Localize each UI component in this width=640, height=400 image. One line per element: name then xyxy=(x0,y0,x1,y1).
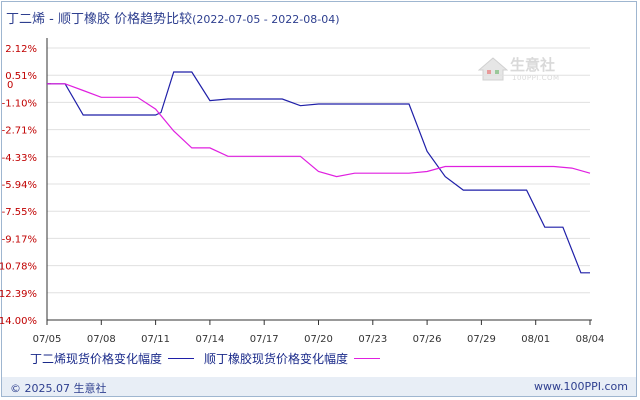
y-tick-label: -9.17% xyxy=(2,234,37,245)
chart-title: 丁二烯 - 顺丁橡胶 价格趋势比较(2022-07-05 - 2022-08-0… xyxy=(6,8,340,27)
y-tick-label: -2.71% xyxy=(2,126,37,137)
x-tick-label: 08/01 xyxy=(521,334,550,345)
zero-tick-label: 0 xyxy=(7,80,13,91)
x-tick-label: 07/23 xyxy=(358,334,387,345)
footer-bar: © 2025.07 生意社 www.100PPI.com xyxy=(2,377,636,396)
y-tick-label: -10.78% xyxy=(0,262,37,273)
x-tick-label: 07/14 xyxy=(195,334,224,345)
chart-title-main: 丁二烯 - 顺丁橡胶 价格趋势比较 xyxy=(6,12,193,27)
y-tick-label: -5.94% xyxy=(2,180,37,191)
series-line-1 xyxy=(47,71,590,274)
legend-swatch-series1 xyxy=(168,358,195,359)
y-tick-label: -4.33% xyxy=(2,153,37,164)
legend: 丁二烯现货价格变化幅度 顺丁橡胶现货价格变化幅度 xyxy=(30,350,390,367)
watermark-logo: 生意社 100PPI.COM xyxy=(477,56,559,86)
y-tick-label: 2.12% xyxy=(5,44,37,55)
chart-title-range: (2022-07-05 - 2022-08-04) xyxy=(192,13,340,26)
x-tick-label: 07/05 xyxy=(33,334,62,345)
house-icon xyxy=(477,57,509,81)
footer-url[interactable]: www.100PPI.com xyxy=(534,380,628,393)
y-tick-label: -12.39% xyxy=(0,289,37,300)
x-tick-label: 07/17 xyxy=(250,334,279,345)
logo-text: 生意社 xyxy=(510,56,556,74)
y-tick-label: -1.10% xyxy=(2,98,37,109)
logo-subtext: 100PPI.COM xyxy=(512,74,560,82)
legend-swatch-series2 xyxy=(354,358,381,359)
legend-label-series2: 顺丁橡胶现货价格变化幅度 xyxy=(204,352,349,366)
footer-copyright: © 2025.07 生意社 xyxy=(10,382,107,395)
y-tick-label: 0.51% xyxy=(5,71,37,82)
y-tick-label: -7.55% xyxy=(2,207,37,218)
x-tick-label: 07/11 xyxy=(141,334,170,345)
x-tick-label: 07/08 xyxy=(87,334,116,345)
legend-label-series1: 丁二烯现货价格变化幅度 xyxy=(30,352,163,366)
x-tick-label: 08/04 xyxy=(576,334,605,345)
x-tick-label: 07/29 xyxy=(467,334,496,345)
y-tick-label: -14.00% xyxy=(0,316,37,327)
series-line-2 xyxy=(47,83,591,178)
x-tick-label: 07/26 xyxy=(413,334,442,345)
x-tick-label: 07/20 xyxy=(304,334,333,345)
